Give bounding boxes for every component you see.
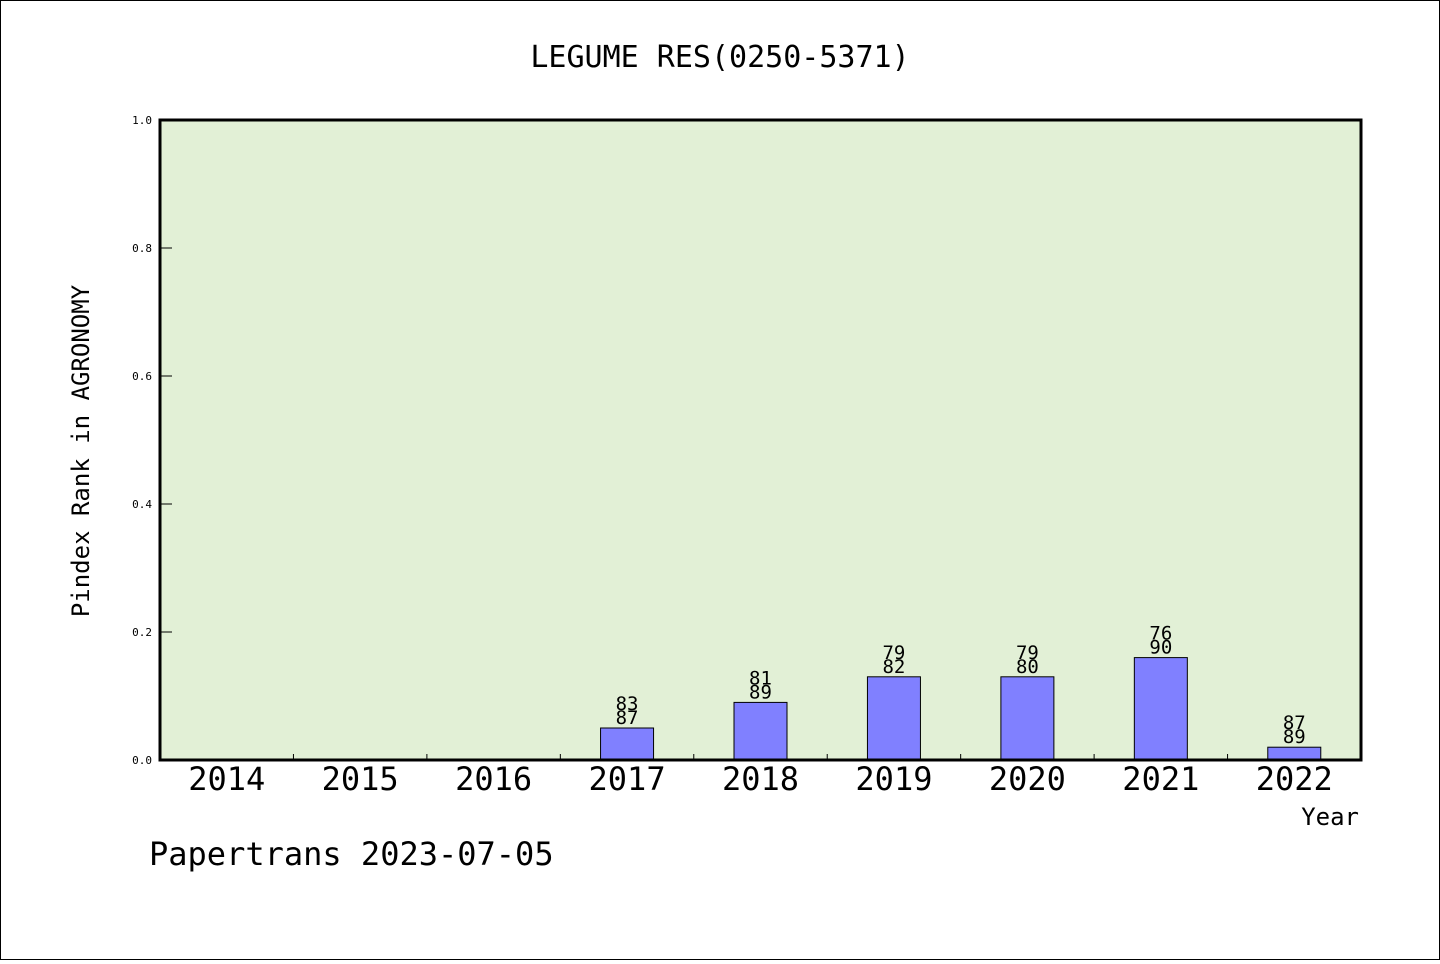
y-axis-title: Pindex Rank in AGRONOMY (67, 284, 95, 617)
x-tick-label-2014: 2014 (188, 760, 265, 798)
y-tick-label-0.4: 0.4 (132, 498, 152, 511)
x-tick-label-2018: 2018 (722, 760, 799, 798)
y-tick-label-0.8: 0.8 (132, 242, 152, 255)
bar-label-bottom-2022: 89 (1283, 726, 1306, 748)
bar-label-bottom-2020: 80 (1016, 656, 1039, 678)
chart-title: LEGUME RES(0250-5371) (530, 40, 909, 75)
x-tick-label-2021: 2021 (1122, 760, 1199, 798)
bar-label-top-2022: 87 (1283, 712, 1306, 734)
y-tick-label-0.6: 0.6 (132, 370, 152, 383)
bar-label-top-2017: 83 (616, 693, 639, 715)
bar-2017 (600, 727, 655, 761)
x-tick-label-2016: 2016 (455, 760, 532, 798)
x-tick-label-2019: 2019 (855, 760, 932, 798)
y-tick-label-0.0: 0.0 (132, 754, 152, 767)
footer-credit: Papertrans 2023-07-05 (149, 835, 554, 873)
plot-area (160, 120, 1361, 760)
y-tick-label-0.2: 0.2 (132, 626, 152, 639)
bar-2021 (1133, 657, 1188, 761)
bar-label-bottom-2018: 89 (749, 681, 772, 703)
x-tick-label-2020: 2020 (989, 760, 1066, 798)
x-tick-label-2015: 2015 (322, 760, 399, 798)
bar-label-top-2019: 79 (882, 642, 905, 664)
bar-2018 (733, 701, 788, 761)
bar-label-bottom-2021: 90 (1149, 637, 1172, 659)
bar-label-bottom-2019: 82 (882, 656, 905, 678)
bar-label-top-2021: 76 (1149, 623, 1172, 645)
plot-border (158, 118, 1363, 762)
x-tick-label-2017: 2017 (589, 760, 666, 798)
bar-label-top-2018: 81 (749, 667, 772, 689)
y-tick-label-1.0: 1.0 (132, 114, 152, 127)
x-ticks-group: 2014 2015 2016 2017 2018 2019 2020 2021 2022 (188, 754, 1333, 798)
x-axis-title: Year (1301, 803, 1359, 831)
bar-2020 (1000, 676, 1055, 761)
bar-label-bottom-2017: 87 (616, 707, 639, 729)
bar-2022 (1267, 746, 1322, 761)
x-tick-label-2022: 2022 (1256, 760, 1333, 798)
bar-label-top-2020: 79 (1016, 642, 1039, 664)
bar-2019 (866, 676, 921, 761)
